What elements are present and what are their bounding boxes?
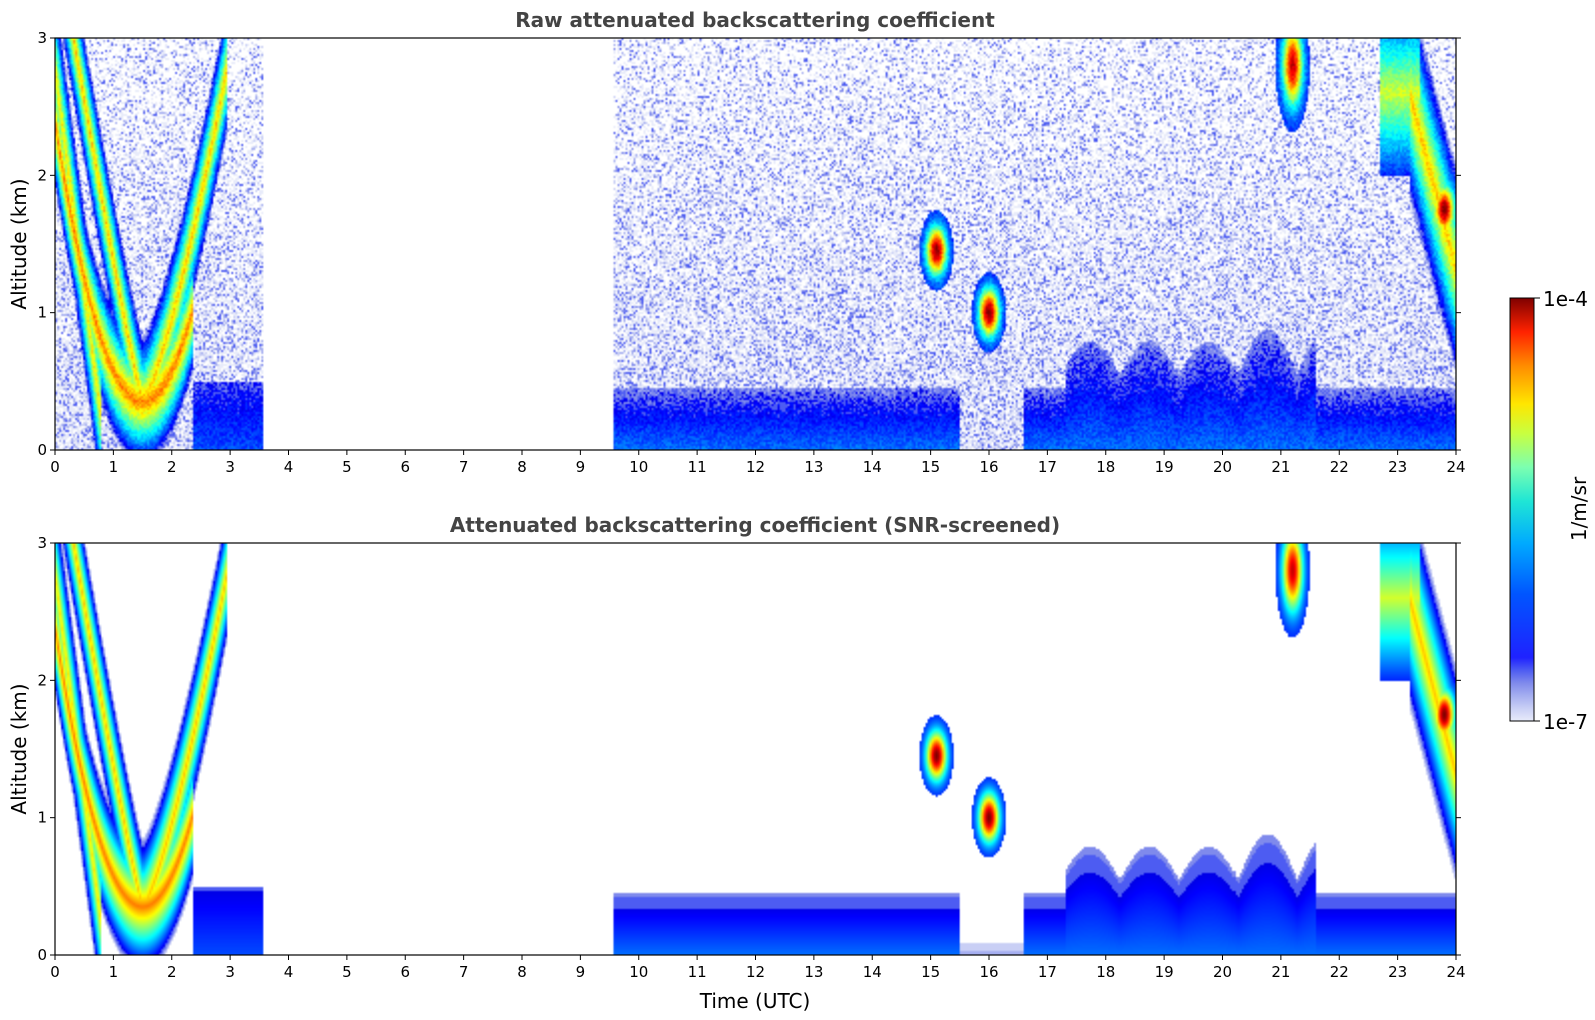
- x-tick-label: 20: [1213, 963, 1232, 981]
- x-tick-label: 23: [1388, 458, 1407, 476]
- panel-screened-x-axis: 0 1 2 3 4 5 6 7 8 9 10 11 12 13 14 15 16 17 18 19 20 21 22 23 24: [50, 955, 1466, 981]
- x-tick-label: 13: [804, 963, 823, 981]
- x-tick-label: 7: [459, 458, 469, 476]
- panel-raw-y-axis: 0 1 2 3: [37, 29, 1461, 459]
- x-tick-label: 12: [746, 963, 765, 981]
- colorbar: 1e-4 1e-7 1/m/sr: [1509, 287, 1591, 734]
- colorbar-max-label: 1e-4: [1543, 287, 1588, 311]
- x-tick-label: 22: [1330, 963, 1349, 981]
- x-tick-label: 8: [517, 458, 527, 476]
- x-tick-label: 16: [979, 458, 998, 476]
- y-tick-label: 3: [37, 29, 47, 47]
- x-tick-label: 17: [1038, 458, 1057, 476]
- x-tick-label: 20: [1213, 458, 1232, 476]
- x-tick-label: 18: [1096, 458, 1115, 476]
- x-tick-label: 19: [1155, 458, 1174, 476]
- y-tick-label: 2: [37, 166, 47, 184]
- x-tick-label: 9: [576, 963, 586, 981]
- x-tick-label: 13: [804, 458, 823, 476]
- colorbar-gradient: [1509, 297, 1535, 722]
- y-tick-label: 2: [37, 671, 47, 689]
- x-tick-label: 16: [979, 963, 998, 981]
- x-tick-label: 24: [1446, 458, 1465, 476]
- panel-screened: Attenuated backscattering coefficient (S…: [7, 513, 1466, 1013]
- x-tick-label: 14: [863, 963, 882, 981]
- x-tick-label: 5: [342, 458, 352, 476]
- x-tick-label: 12: [746, 458, 765, 476]
- x-tick-label: 1: [109, 458, 119, 476]
- panel-raw-heatmap: [55, 38, 1456, 450]
- x-tick-label: 11: [688, 458, 707, 476]
- x-tick-label: 14: [863, 458, 882, 476]
- x-tick-label: 5: [342, 963, 352, 981]
- panel-raw-title: Raw attenuated backscattering coefficien…: [515, 8, 995, 32]
- x-tick-label: 2: [167, 963, 177, 981]
- x-tick-label: 2: [167, 458, 177, 476]
- x-tick-label: 15: [921, 458, 940, 476]
- panel-raw: Raw attenuated backscattering coefficien…: [7, 8, 1466, 476]
- x-tick-label: 4: [284, 963, 294, 981]
- panel-screened-heatmap: [55, 543, 1456, 955]
- x-tick-label: 7: [459, 963, 469, 981]
- x-tick-label: 8: [517, 963, 527, 981]
- y-tick-label: 3: [37, 534, 47, 552]
- x-tick-label: 9: [576, 458, 586, 476]
- x-tick-label: 24: [1446, 963, 1465, 981]
- panel-raw-x-axis: 0 1 2 3 4 5 6 7 8 9 10 11 12 13 14 15 16 17 18 19 20 21 22 23 24: [50, 450, 1466, 476]
- panel-screened-y-axis: 0 1 2 3: [37, 534, 1461, 964]
- x-tick-label: 11: [688, 963, 707, 981]
- y-tick-label: 0: [37, 441, 47, 459]
- x-tick-label: 10: [629, 963, 648, 981]
- x-tick-label: 0: [50, 458, 60, 476]
- x-tick-label: 0: [50, 963, 60, 981]
- x-tick-label: 6: [400, 458, 410, 476]
- panel-screened-title: Attenuated backscattering coefficient (S…: [450, 513, 1060, 537]
- x-tick-label: 3: [225, 963, 235, 981]
- x-tick-label: 18: [1096, 963, 1115, 981]
- x-tick-label: 21: [1271, 963, 1290, 981]
- x-tick-label: 22: [1330, 458, 1349, 476]
- x-tick-label: 17: [1038, 963, 1057, 981]
- x-tick-label: 1: [109, 963, 119, 981]
- x-tick-label: 6: [400, 963, 410, 981]
- y-tick-label: 0: [37, 946, 47, 964]
- colorbar-min-label: 1e-7: [1543, 710, 1588, 734]
- y-tick-label: 1: [37, 809, 47, 827]
- x-tick-label: 10: [629, 458, 648, 476]
- panel-screened-ylabel: Altitude (km): [7, 683, 31, 814]
- colorbar-unit-label: 1/m/sr: [1567, 476, 1591, 541]
- y-tick-label: 1: [37, 304, 47, 322]
- x-tick-label: 4: [284, 458, 294, 476]
- panel-raw-ylabel: Altitude (km): [7, 178, 31, 309]
- x-tick-label: 15: [921, 963, 940, 981]
- x-tick-label: 3: [225, 458, 235, 476]
- x-tick-label: 21: [1271, 458, 1290, 476]
- x-tick-label: 19: [1155, 963, 1174, 981]
- x-tick-label: 23: [1388, 963, 1407, 981]
- panel-screened-xlabel: Time (UTC): [699, 989, 811, 1013]
